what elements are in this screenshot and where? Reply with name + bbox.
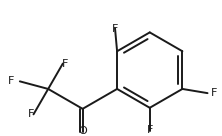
Text: F: F: [112, 24, 118, 34]
Text: F: F: [211, 88, 217, 98]
Text: O: O: [78, 126, 87, 136]
Text: F: F: [147, 125, 153, 135]
Text: F: F: [8, 76, 15, 86]
Text: F: F: [28, 109, 35, 119]
Text: F: F: [62, 59, 68, 69]
